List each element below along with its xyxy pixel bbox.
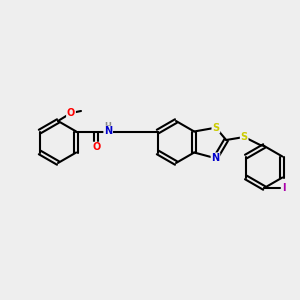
Text: N: N — [104, 127, 112, 136]
Text: O: O — [92, 142, 100, 152]
Text: N: N — [212, 153, 220, 163]
Text: O: O — [67, 108, 75, 118]
Text: H: H — [105, 122, 112, 131]
Text: I: I — [282, 183, 286, 193]
Text: S: S — [212, 123, 219, 133]
Text: S: S — [241, 132, 248, 142]
